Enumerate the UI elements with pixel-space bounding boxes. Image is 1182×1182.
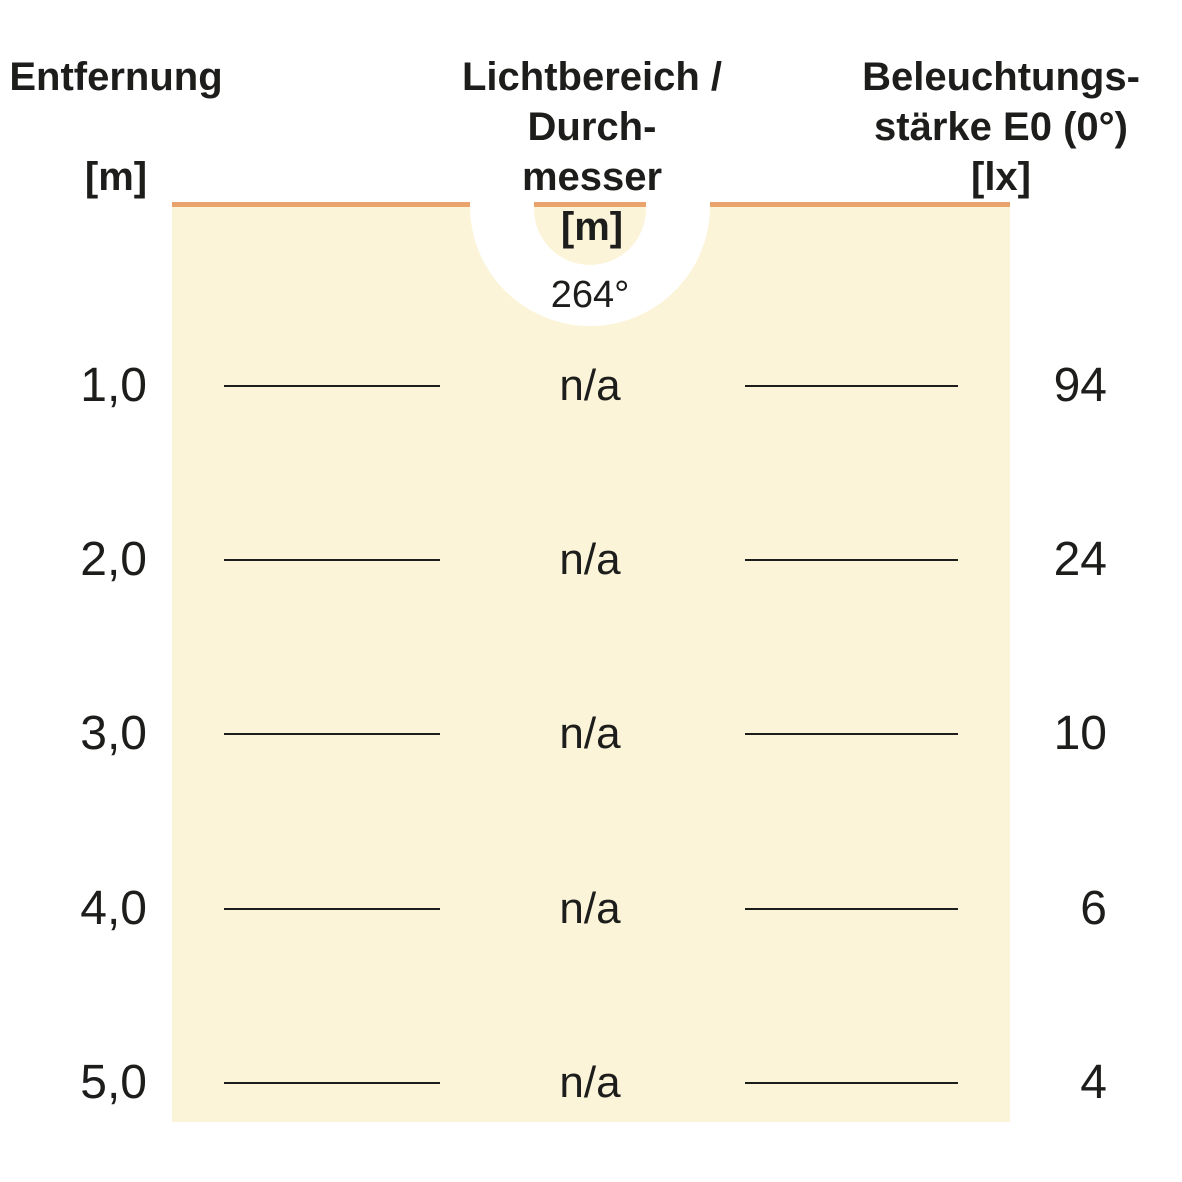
column-header-diameter: Lichtbereich / Durch- messer [m] — [392, 52, 792, 252]
column-header-distance: Entfernung — [9, 55, 223, 99]
column-header-diameter-line1: Lichtbereich / Durch- — [461, 55, 723, 149]
table-row: 2,0 n/a 24 — [0, 525, 1182, 595]
distance-value: 1,0 — [80, 359, 147, 412]
distance-value: 2,0 — [80, 533, 147, 586]
dash-line-left — [224, 733, 440, 735]
dash-line-left — [224, 559, 440, 561]
table-row: 3,0 n/a 10 — [0, 699, 1182, 769]
dash-line-right — [745, 733, 958, 735]
table-row: 4,0 n/a 6 — [0, 874, 1182, 944]
unit-label-distance: [m] — [84, 155, 148, 199]
illuminance-value: 24 — [1053, 533, 1107, 586]
distance-value: 5,0 — [80, 1056, 147, 1109]
table-row: 5,0 n/a 4 — [0, 1048, 1182, 1118]
dash-line-right — [745, 908, 958, 910]
diameter-value: n/a — [559, 709, 621, 758]
dash-line-left — [224, 1082, 440, 1084]
column-header-diameter-line2: messer — [521, 155, 663, 199]
unit-label-diameter: [m] — [560, 205, 624, 249]
unit-label-illuminance: [lx] — [971, 155, 1031, 199]
column-header-illuminance-line1: Beleuchtungs- — [862, 55, 1140, 99]
distance-value: 4,0 — [80, 882, 147, 935]
diameter-value: n/a — [559, 884, 621, 933]
illuminance-value: 6 — [1080, 882, 1107, 935]
dash-line-left — [224, 385, 440, 387]
diameter-value: n/a — [559, 535, 621, 584]
dash-line-right — [745, 559, 958, 561]
illuminance-value: 4 — [1080, 1056, 1107, 1109]
column-header-illuminance-line2: stärke E0 (0°) — [874, 105, 1128, 149]
dash-line-right — [745, 1082, 958, 1084]
photometric-panel — [172, 202, 1010, 1122]
distance-value: 3,0 — [80, 707, 147, 760]
diameter-value: n/a — [559, 1058, 621, 1107]
beam-angle-label: 264° — [550, 274, 630, 316]
illuminance-value: 94 — [1053, 359, 1107, 412]
dash-line-left — [224, 908, 440, 910]
illuminance-value: 10 — [1053, 707, 1107, 760]
table-row: 1,0 n/a 94 — [0, 351, 1182, 421]
diameter-value: n/a — [559, 361, 621, 410]
column-header-illuminance: Beleuchtungs- stärke E0 (0°) [lx] — [800, 52, 1182, 202]
dash-line-right — [745, 385, 958, 387]
